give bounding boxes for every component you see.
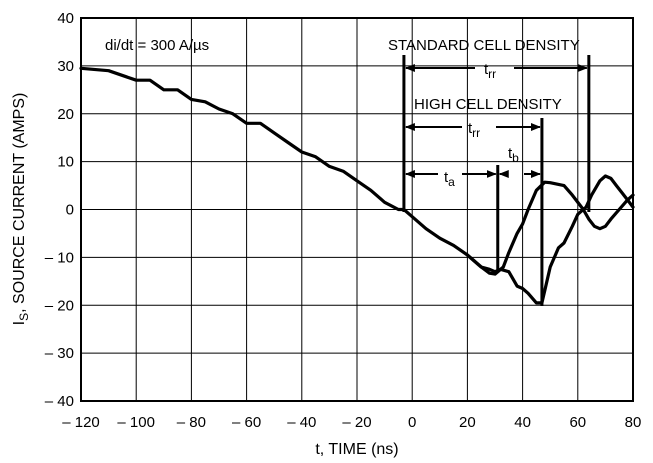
x-tick-label: 80 [625, 414, 642, 431]
y-tick-label: 20 [57, 106, 74, 123]
y-tick-label: – 40 [45, 393, 74, 410]
x-tick-label: 40 [514, 414, 531, 431]
y-tick-label: – 20 [45, 297, 74, 314]
standard-cell-density-label: STANDARD CELL DENSITY [388, 37, 580, 54]
x-axis-title: t, TIME (ns) [315, 441, 398, 458]
x-tick-label: – 120 [62, 414, 100, 431]
series-line-2 [465, 174, 635, 305]
x-tick-labels: – 120 – 100 – 80 – 60 – 40 – 20 0 20 40 60 80 [62, 414, 641, 431]
y-axis-title: IS, SOURCE CURRENT (AMPS) [11, 93, 31, 326]
x-tick-label: – 80 [177, 414, 206, 431]
series-line-1 [79, 66, 635, 276]
x-tick-label: – 100 [117, 414, 155, 431]
x-tick-label: – 60 [232, 414, 261, 431]
y-tick-label: 10 [57, 154, 74, 171]
tb-label: tb [508, 145, 519, 165]
grid [80, 17, 634, 402]
x-tick-label: – 20 [342, 414, 371, 431]
x-tick-label: – 40 [287, 414, 316, 431]
x-tick-label: 0 [408, 414, 416, 431]
y-tick-label: 40 [57, 10, 74, 27]
y-tick-labels: 40 30 20 10 0 – 10 – 20 – 30 – 40 [45, 10, 74, 410]
y-tick-label: 30 [57, 58, 74, 75]
didt-label: di/dt = 300 A/µs [105, 37, 209, 54]
trr-standard-label: trr [484, 61, 496, 81]
y-tick-label: – 10 [45, 249, 74, 266]
trr-high-label: trr [468, 120, 480, 140]
y-tick-label: 0 [66, 202, 74, 219]
annotation-markers [402, 55, 591, 306]
plot-frame [80, 17, 634, 402]
high-cell-density-label: HIGH CELL DENSITY [414, 96, 562, 113]
x-tick-label: 20 [459, 414, 476, 431]
series-lines [79, 66, 635, 305]
x-tick-label: 60 [569, 414, 586, 431]
y-tick-label: – 30 [45, 345, 74, 362]
ta-label: ta [444, 169, 455, 189]
